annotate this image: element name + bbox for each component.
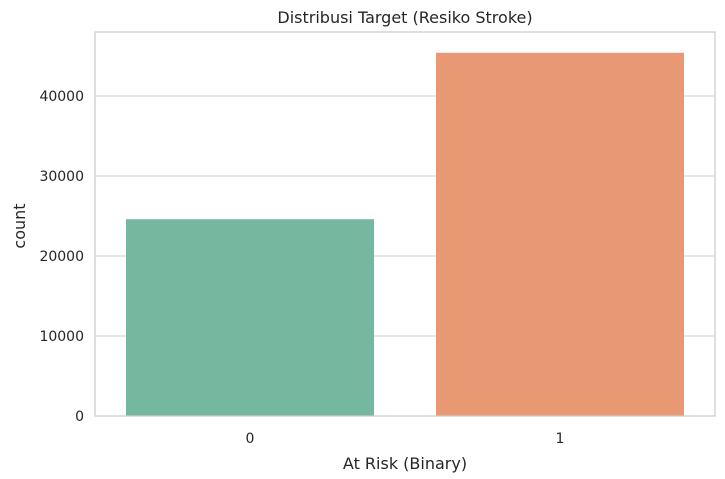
y-tick-label: 20000 bbox=[39, 249, 84, 265]
y-axis-label: count bbox=[10, 203, 29, 248]
y-tick-label: 30000 bbox=[39, 169, 84, 185]
x-axis-label: At Risk (Binary) bbox=[343, 454, 467, 473]
bar-0 bbox=[126, 219, 374, 416]
plot-frame bbox=[94, 31, 716, 417]
y-tick-labels: 0 10000 20000 30000 40000 bbox=[39, 89, 84, 425]
x-tick-label: 1 bbox=[556, 431, 565, 447]
bars bbox=[126, 52, 684, 417]
x-tick-label: 0 bbox=[246, 431, 255, 447]
y-tick-label: 40000 bbox=[39, 89, 84, 105]
bar-1 bbox=[436, 52, 684, 417]
chart-title: Distribusi Target (Resiko Stroke) bbox=[277, 8, 532, 27]
y-tick-label: 10000 bbox=[39, 329, 84, 345]
y-tick-label: 0 bbox=[75, 409, 84, 425]
